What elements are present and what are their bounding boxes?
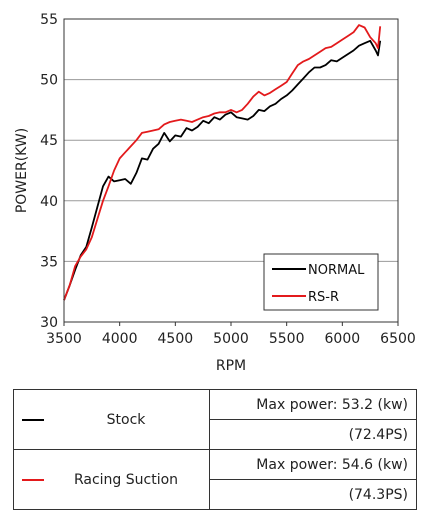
x-tick-label: 6500 (380, 331, 416, 347)
table-row-racing: Racing Suction Max power: 54.6 (kw) (13, 449, 417, 510)
y-tick-label: 30 (40, 315, 58, 331)
y-tick-label: 40 (40, 194, 58, 210)
x-tick-label: 4500 (158, 331, 194, 347)
y-axis-title: POWER(KW) (14, 128, 30, 213)
stock-name-cell: Stock (13, 389, 210, 450)
x-tick-label: 5000 (213, 331, 249, 347)
x-tick-label: 6000 (325, 331, 361, 347)
y-tick-label: 55 (40, 12, 58, 28)
power-chart: 3500 4000 4500 5000 5500 6000 6500 30 35 40 45 50 5… (14, 12, 416, 374)
y-tick-label: 35 (40, 254, 58, 270)
x-axis-ticks: 3500 4000 4500 5000 5500 6000 6500 (46, 322, 416, 347)
legend-label-rsr: RS-R (308, 290, 339, 305)
racing-name-cell: Racing Suction (13, 449, 210, 510)
max-power-table: Stock Max power: 53.2 (kw) (72.4PS) Raci… (13, 389, 417, 510)
y-tick-label: 50 (40, 73, 58, 89)
legend-label-normal: NORMAL (308, 263, 365, 278)
table-row-stock-ps: (72.4PS) (14, 419, 417, 450)
racing-ps: (74.3PS) (209, 479, 417, 510)
table-row-racing-ps: (74.3PS) (14, 479, 417, 510)
stock-label: Stock (106, 411, 146, 428)
x-axis-title: RPM (216, 358, 246, 374)
stock-swatch (22, 418, 44, 421)
series-line-rsr (63, 24, 382, 301)
legend: NORMAL RS-R (263, 253, 379, 311)
y-tick-label: 45 (40, 133, 58, 149)
racing-label: Racing Suction (73, 471, 179, 488)
y-axis-ticks: 30 35 40 45 50 55 (40, 12, 58, 331)
table-row-stock: Stock Max power: 53.2 (kw) (13, 389, 417, 450)
series-group (63, 24, 382, 301)
series-line-normal (63, 39, 382, 301)
x-tick-label: 3500 (46, 331, 82, 347)
racing-max-power: Max power: 54.6 (kw) (209, 449, 417, 480)
racing-swatch (22, 478, 44, 481)
stock-max-power: Max power: 53.2 (kw) (209, 389, 417, 420)
x-tick-label: 5500 (269, 331, 305, 347)
legend-box (263, 253, 379, 311)
stock-ps: (72.4PS) (209, 419, 417, 450)
x-tick-label: 4000 (102, 331, 138, 347)
